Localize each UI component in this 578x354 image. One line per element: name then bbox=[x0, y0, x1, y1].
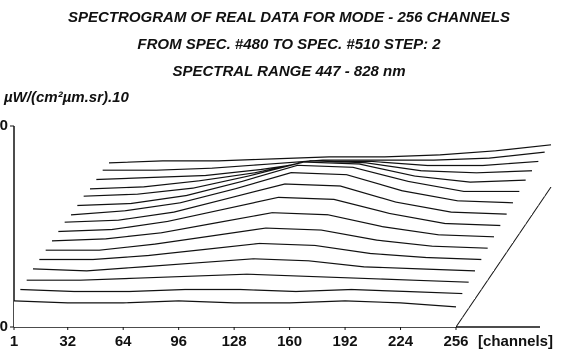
spectrum-line bbox=[70, 172, 514, 216]
x-tick-label: 224 bbox=[388, 333, 414, 350]
y-tick-label: 0 bbox=[0, 318, 8, 335]
spectrum-line bbox=[51, 212, 495, 242]
spectrum-line bbox=[83, 161, 526, 197]
spectrum-line bbox=[108, 144, 552, 164]
spectrum-line bbox=[32, 258, 476, 272]
depth-axis bbox=[455, 186, 552, 328]
spectrum-line bbox=[89, 160, 533, 190]
spectrum-line bbox=[102, 151, 545, 171]
spectrum-line bbox=[77, 164, 520, 207]
x-tick-label: 192 bbox=[333, 333, 358, 350]
y-tick-label: 100 bbox=[0, 117, 8, 134]
x-tick-label: 128 bbox=[222, 333, 247, 350]
spectrum-line bbox=[20, 288, 463, 295]
x-tick-label: 32 bbox=[59, 333, 76, 350]
occlusion bbox=[14, 300, 456, 327]
x-tick-label: 160 bbox=[277, 333, 302, 350]
y-axis-label: µW/(cm²µm.sr).10 bbox=[3, 89, 129, 106]
chart-subtitle: SPECTRAL RANGE 447 - 828 nm bbox=[172, 63, 405, 80]
spectrum-line bbox=[64, 183, 507, 223]
chart-title: SPECTROGRAM OF REAL DATA FOR MODE - 256 … bbox=[68, 9, 510, 26]
x-tick-label: 1 bbox=[10, 333, 18, 350]
x-tick-label: 256 bbox=[443, 333, 468, 350]
spectrum-line bbox=[45, 227, 488, 251]
x-tick-label: 64 bbox=[115, 333, 132, 350]
chart-subtitle: FROM SPEC. #480 TO SPEC. #510 STEP: 2 bbox=[137, 36, 441, 53]
x-tick-label: 96 bbox=[170, 333, 187, 350]
spectrum-line bbox=[26, 273, 469, 283]
spectrum-line bbox=[13, 300, 457, 308]
spectrum-line bbox=[39, 242, 482, 261]
spectrum-line bbox=[58, 196, 501, 233]
x-axis-label: [channels] bbox=[478, 333, 553, 350]
